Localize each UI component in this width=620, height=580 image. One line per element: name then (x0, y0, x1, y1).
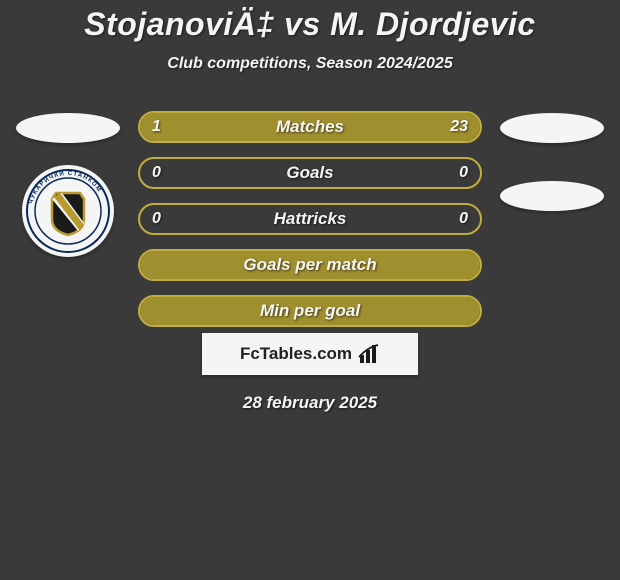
stat-value-left: 1 (152, 118, 161, 136)
main-row: ЧУКАРИЧКИ СТАНКОМ 1 23 Matches 0 0 Goals 0 0 Hat… (0, 111, 620, 327)
page-title: StojanoviÄ‡ vs M. Djordjevic (0, 6, 620, 43)
stat-bar: 0 0 Goals (138, 157, 482, 189)
stat-bar: Goals per match (138, 249, 482, 281)
stat-label: Hattricks (274, 209, 347, 229)
stat-label: Matches (276, 117, 344, 137)
right-player-col (500, 111, 604, 211)
club-badge-placeholder (500, 181, 604, 211)
infographic-container: StojanoviÄ‡ vs M. Djordjevic Club compet… (0, 0, 620, 413)
page-subtitle: Club competitions, Season 2024/2025 (0, 55, 620, 73)
stat-label: Goals per match (243, 255, 376, 275)
stat-label: Min per goal (260, 301, 360, 321)
club-badge-left: ЧУКАРИЧКИ СТАНКОМ (22, 165, 114, 257)
date-text: 28 february 2025 (0, 393, 620, 413)
stat-value-left: 0 (152, 164, 161, 182)
stat-label: Goals (286, 163, 333, 183)
stat-value-left: 0 (152, 210, 161, 228)
stat-bar: Min per goal (138, 295, 482, 327)
club-badge-icon: ЧУКАРИЧКИ СТАНКОМ (26, 169, 110, 253)
bar-chart-icon (358, 343, 380, 365)
left-player-col: ЧУКАРИЧКИ СТАНКОМ (16, 111, 120, 257)
brand-text: FcTables.com (240, 344, 352, 364)
stat-value-right: 0 (459, 210, 468, 228)
stats-column: 1 23 Matches 0 0 Goals 0 0 Hattricks Goals per ma… (138, 111, 482, 327)
player-photo-placeholder (500, 113, 604, 143)
stat-value-right: 0 (459, 164, 468, 182)
stat-value-right: 23 (450, 118, 468, 136)
stat-bar: 0 0 Hattricks (138, 203, 482, 235)
brand-box: FcTables.com (202, 333, 418, 375)
stat-bar: 1 23 Matches (138, 111, 482, 143)
player-photo-placeholder (16, 113, 120, 143)
